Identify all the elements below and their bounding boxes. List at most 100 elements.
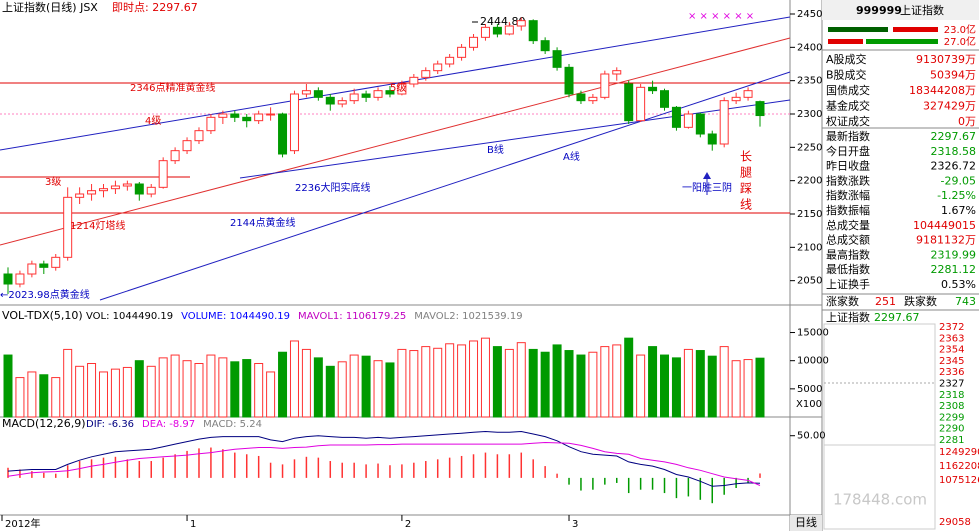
volume-bar [683, 348, 693, 418]
macd-header: DEA: -8.97 [142, 419, 195, 430]
y-tick-label: 2200 [797, 176, 822, 187]
mini-price-tick: 2308 [939, 401, 964, 412]
mini-frame [823, 323, 936, 530]
volume-bar [492, 346, 502, 418]
volume-bar [457, 344, 467, 418]
quote-label: 基金成交 [826, 99, 870, 113]
advancers-label: 涨家数 [826, 294, 859, 308]
quote-value: 0.53% [941, 278, 976, 291]
volume-bar [301, 348, 311, 418]
volume-bar [624, 337, 634, 418]
macd-title: MACD(12,26,9) [2, 417, 86, 430]
macd-header: DIF: -6.36 [86, 419, 134, 430]
y-tick-label: 2400 [797, 42, 822, 53]
flow-bar [893, 27, 938, 32]
candle-body [158, 160, 168, 188]
volume-bar [373, 360, 383, 418]
candle-body [75, 193, 85, 198]
volume-bar [51, 377, 61, 418]
candle-body [313, 90, 323, 98]
mini-price-tick: 2290 [939, 424, 964, 435]
annotation: 5级 [390, 82, 406, 94]
candle-body [636, 86, 646, 122]
quote-label: A股成交 [826, 52, 867, 66]
candle-body [600, 73, 610, 98]
volume-bar [445, 343, 455, 418]
candle-body [63, 196, 73, 258]
candle-body [51, 256, 61, 268]
volume-bar [504, 348, 514, 418]
candle-body [218, 113, 228, 118]
period-tab-label[interactable]: 日线 [795, 515, 817, 529]
flow-bar [866, 39, 938, 44]
annotation: 4级 [145, 115, 161, 127]
trend-line [0, 37, 791, 246]
quote-label: 总成交量 [826, 218, 870, 232]
quote-value: 2281.12 [931, 263, 977, 276]
quote-value: 327429万 [923, 100, 976, 113]
quote-value: 104449015 [913, 219, 976, 232]
volume-bar [612, 344, 622, 418]
annotation: 1214灯塔线 [70, 219, 125, 232]
volume-scale: X100 [796, 399, 822, 410]
volume-bar [194, 363, 204, 418]
mini-price-tick: 2372 [939, 322, 964, 333]
quote-value: 18344208万 [909, 84, 976, 97]
candle-body [695, 113, 705, 135]
volume-bar [75, 365, 85, 418]
trend-line [0, 16, 791, 151]
volume-bar [671, 357, 681, 418]
candle-body [373, 90, 383, 98]
volume-bar [182, 360, 192, 418]
volume-bar [480, 337, 490, 418]
inflow: 23.0亿 [944, 23, 976, 36]
candle-body [242, 116, 252, 122]
candle-body [385, 90, 395, 95]
candle-body [457, 46, 467, 58]
y-tick-label: 2250 [797, 142, 822, 153]
candle-body [504, 25, 514, 35]
volume-bar [397, 348, 407, 418]
annotation: ←2023.98点黄金线 [0, 288, 90, 301]
volume-bar [564, 350, 574, 418]
candle-body [540, 40, 550, 52]
quote-label: 上证换手 [826, 277, 870, 291]
quote-label: 国债成交 [826, 83, 870, 97]
volume-header: MAVOL2: 1021539.19 [414, 311, 522, 322]
volume-bar [242, 359, 252, 418]
dif-line [7, 430, 761, 487]
y-tick-label: 2350 [797, 76, 822, 87]
candle-body [588, 96, 598, 102]
peak-label: 2444.80 [480, 15, 526, 28]
volume-bar [230, 361, 240, 418]
quote-label: 指数涨跌 [826, 173, 870, 187]
volume-bar [289, 340, 299, 418]
mini-price-tick: 2318 [939, 390, 964, 401]
period-tab[interactable] [790, 515, 822, 531]
candle-body [110, 185, 120, 190]
quote-value: 1.67% [941, 204, 976, 217]
volume-bar [337, 361, 347, 418]
volume-bar [254, 363, 264, 418]
volume-bar [421, 346, 431, 418]
quote-value: 0万 [958, 115, 976, 128]
candle-body [301, 90, 311, 95]
volume-bar [409, 350, 419, 418]
candle-body [27, 263, 37, 275]
macd-header: MACD: 5.24 [203, 419, 262, 430]
volume-bar [110, 368, 120, 418]
candle-body [254, 113, 264, 122]
annotation-arrow [703, 172, 711, 179]
volume-bar [63, 348, 73, 418]
quote-value: 9130739万 [916, 53, 976, 66]
decliners-label: 跌家数 [904, 294, 937, 308]
candle-body [325, 96, 335, 105]
volume-header: MAVOL1: 1106179.25 [298, 311, 406, 322]
volume-bar [87, 363, 97, 418]
y-tick-label: 10000 [797, 356, 829, 367]
quote-label: 指数振幅 [826, 203, 870, 217]
annotation: 3级 [45, 176, 61, 188]
volume-bar [361, 355, 371, 418]
candle-body [15, 273, 25, 285]
stock-name: 上证指数 [900, 3, 944, 17]
